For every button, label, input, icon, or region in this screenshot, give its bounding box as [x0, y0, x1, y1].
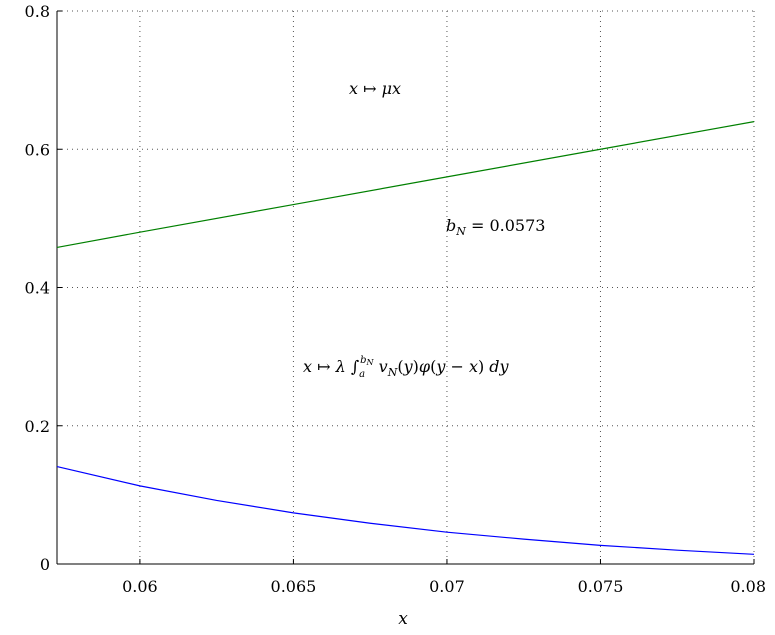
y-tick-label: 0.4 — [25, 279, 50, 298]
y-tick-label: 0 — [40, 555, 50, 574]
series-layer — [56, 121, 755, 555]
x-tick-label: 0.08 — [730, 577, 766, 596]
y-tick-label: 0.2 — [25, 417, 50, 436]
y-tick-labels: 0 0.2 0.4 0.6 0.8 — [25, 2, 50, 574]
y-tick-label: 0.8 — [25, 2, 50, 21]
annotation-integral: x ↦ λ ∫abN vN(y)φ(y − x) dy — [303, 355, 510, 380]
annotation-bN: bN = 0.0573 — [446, 216, 545, 238]
x-tick-label: 0.075 — [578, 577, 624, 596]
series-line-mu — [56, 121, 755, 249]
annotation-mu-line: x ↦ μx — [349, 79, 401, 98]
grid — [57, 10, 755, 564]
x-axis-title: x — [398, 609, 408, 629]
y-tick-label: 0.6 — [25, 140, 50, 159]
x-tick-label: 0.06 — [122, 577, 158, 596]
x-tick-label: 0.07 — [429, 577, 465, 596]
axes — [56, 10, 755, 565]
series-line-integral — [56, 465, 755, 555]
x-tick-labels: 0.06 0.065 0.07 0.075 0.08 — [122, 577, 766, 596]
x-tick-label: 0.065 — [271, 577, 317, 596]
